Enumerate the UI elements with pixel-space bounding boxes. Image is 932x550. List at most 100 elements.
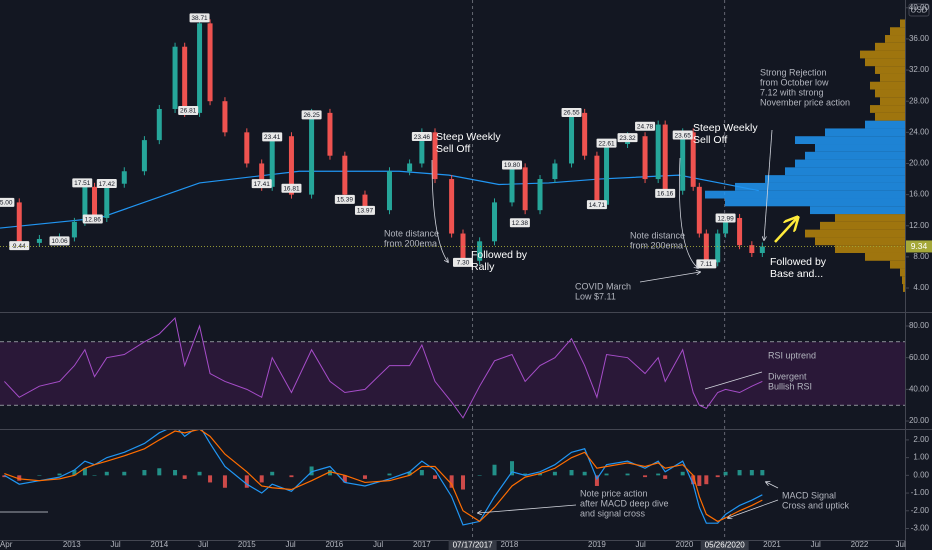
histogram-bar: [82, 468, 87, 476]
price-label: 23.32: [619, 135, 636, 142]
y-tick-label: 8.00: [913, 252, 929, 261]
annotation: MACD Signal: [782, 490, 836, 500]
annotation: from October low: [760, 77, 829, 87]
y-tick-label: 0.00: [913, 470, 929, 479]
rsi-line: [4, 317, 763, 419]
volume-profile-bar: [865, 252, 905, 261]
x-tick-label: Jul: [636, 540, 646, 549]
price-label-box: [502, 160, 523, 170]
annotation: Low $7.11: [575, 291, 616, 301]
volume-profile-bar: [815, 144, 905, 152]
y-tick-label: 16.00: [909, 190, 930, 199]
x-tick-label: Jul: [896, 540, 906, 549]
volume-profile-bar: [835, 245, 905, 253]
price-label-box: [178, 105, 199, 115]
price-label-box: [635, 121, 656, 131]
volume-profile-bar: [815, 237, 905, 246]
histogram-bar: [461, 475, 466, 490]
histogram-bar: [92, 475, 97, 476]
y-tick-label: -3.00: [911, 524, 930, 533]
arrow: [431, 159, 448, 262]
price-label-box: [281, 183, 302, 193]
y-tick-label: 4.00: [913, 283, 929, 292]
pane: [0, 317, 905, 419]
arrow: [639, 272, 700, 283]
histogram-bar: [594, 475, 599, 486]
volume-profile-bar: [705, 190, 905, 199]
histogram-bar: [244, 475, 249, 488]
x-tick-label: Apr: [0, 540, 13, 549]
histogram-bar: [680, 471, 685, 476]
histogram-bar: [37, 475, 42, 476]
y-tick-label: 28.00: [909, 96, 930, 105]
volume-profile-bar: [765, 175, 905, 183]
x-tick-label: 2019: [588, 540, 606, 549]
volume-profile-bar: [860, 50, 905, 59]
arrow: [679, 157, 698, 268]
histogram-bar: [173, 470, 178, 476]
annotation: Steep Weekly: [693, 122, 758, 134]
macd-line: [4, 430, 763, 526]
histogram-bar: [407, 471, 412, 476]
histogram-bar: [760, 470, 765, 476]
histogram-bar: [604, 473, 609, 476]
y-tick-label: 80.00: [909, 321, 930, 330]
price-label-box: [715, 213, 736, 223]
price-label-box: [82, 214, 103, 224]
histogram-bar: [715, 475, 720, 478]
volume-profile-bar: [795, 136, 905, 145]
price-label-box: [411, 132, 432, 142]
ema-line: [0, 170, 759, 229]
annotation: Steep Weekly: [436, 131, 501, 143]
x-tick-label: 2017: [413, 540, 431, 549]
price-label-box: [189, 13, 210, 23]
y-tick-label: 12.00: [909, 221, 930, 230]
histogram-bar: [704, 475, 709, 485]
price-label: 17.41: [254, 181, 271, 188]
x-tick-label: Jul: [198, 540, 208, 549]
volume-profile-bar: [880, 97, 905, 106]
volume-profile-bar: [900, 19, 905, 28]
price-label-box: [334, 194, 355, 204]
price-label: 17.42: [99, 181, 116, 188]
price-label: 24.78: [637, 123, 654, 130]
price-label-box: [9, 241, 30, 251]
volume-profile-bar: [785, 167, 905, 176]
y-tick-label: -2.00: [911, 506, 930, 515]
volume-profile-bar: [805, 229, 905, 238]
x-tick-label: Jul: [110, 540, 120, 549]
price-label-box: [262, 132, 283, 142]
histogram-bar: [208, 475, 213, 483]
date-marker-box: [448, 540, 497, 550]
x-tick-label: Jul: [285, 540, 295, 549]
annotation: from 200ema: [630, 240, 683, 250]
x-tick-label: Jul: [811, 540, 821, 549]
histogram-bar: [309, 466, 314, 476]
histogram-bar: [510, 461, 515, 476]
volume-profile-bar: [820, 221, 905, 230]
price-label-box: [561, 107, 582, 117]
volume-profile-bar: [880, 73, 905, 82]
annotation: Note price action: [580, 488, 648, 498]
annotation: Base and...: [770, 268, 823, 280]
price-label: 15.00: [0, 200, 13, 207]
price-label: 12.38: [512, 220, 529, 227]
histogram-bar: [222, 475, 227, 488]
currency: USD: [911, 6, 928, 15]
histogram-bar: [723, 471, 728, 476]
annotation: Sell Off: [693, 134, 727, 146]
last-price: 9.34: [911, 241, 928, 251]
histogram-bar: [387, 473, 392, 476]
rsi-band: [0, 341, 905, 406]
histogram-bar: [289, 475, 294, 478]
y-tick-label: 24.00: [909, 127, 930, 136]
price-label: 26.25: [303, 112, 320, 119]
histogram-bar: [538, 473, 543, 476]
currency-box: [908, 3, 930, 17]
histogram-bar: [122, 471, 127, 476]
volume-profile-bar: [725, 198, 905, 207]
y-tick-label: 20.00: [909, 159, 930, 168]
histogram-bar: [104, 471, 109, 476]
price-label: 13.97: [357, 208, 374, 215]
